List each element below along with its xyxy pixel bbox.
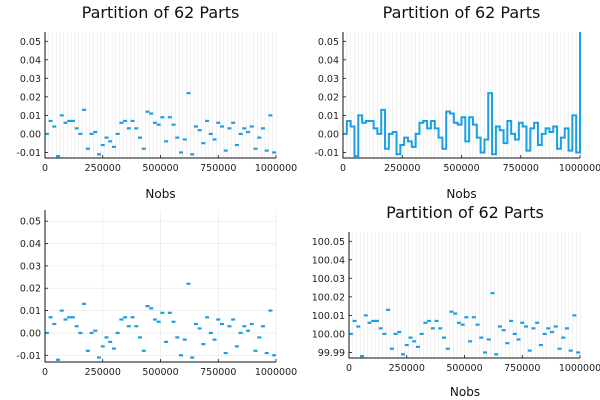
y-tick-label: 100.02	[312, 292, 345, 303]
y-tick-label: -0.01	[16, 148, 41, 159]
x-tick-label: 0	[42, 163, 48, 174]
panel-4-grid	[348, 232, 581, 358]
x-tick-label: 500000	[142, 163, 178, 174]
panel-3-axes	[44, 210, 276, 363]
x-tick-label: 1000000	[255, 163, 297, 174]
y-tick-label: 0.02	[20, 284, 41, 295]
y-tick-label: 0.00	[318, 129, 339, 140]
x-tick-label: 0	[346, 363, 352, 374]
panel-3-grid	[44, 210, 277, 362]
x-tick-label: 1000000	[559, 163, 600, 174]
series-step-line	[343, 32, 581, 158]
panel-1-title: Partition of 62 Parts	[82, 3, 240, 22]
y-tick-label: 0.00	[20, 129, 41, 140]
panel-1-axes	[44, 32, 276, 159]
x-tick-label: 500000	[446, 363, 482, 374]
panel-2-y-ticks: -0.01 0.00 0.01 0.02 0.03 0.04 0.05	[314, 37, 346, 159]
x-tick-label: 750000	[503, 163, 539, 174]
y-tick-label: 0.04	[20, 239, 41, 250]
panel-4-title: Partition of 62 Parts	[386, 203, 544, 222]
y-tick-label: 100.01	[312, 311, 345, 322]
y-tick-label: 100.00	[312, 329, 345, 340]
panel-2-grid	[342, 32, 581, 158]
panel-2-axes	[342, 32, 580, 159]
y-tick-label: 0.01	[318, 111, 339, 122]
panel-2-xlabel: Nobs	[446, 187, 476, 201]
y-tick-label: 0.05	[20, 37, 41, 48]
y-tick-label: 0.01	[20, 111, 41, 122]
x-tick-label: 750000	[504, 363, 540, 374]
x-tick-label: 1000000	[559, 363, 600, 374]
panel-2-step-line: Partition of 62 Parts -0.01 0.00 0.01 0.02 0…	[314, 3, 600, 201]
panel-3-scatter: -0.01 0.00 0.01 0.02 0.03 0.04 0.05 0 250000 500…	[16, 210, 297, 378]
x-tick-label: 500000	[142, 367, 178, 378]
y-tick-label: 0.02	[20, 92, 41, 103]
panel-2-x-ticks: 0 250000 500000 750000 1000000	[340, 155, 600, 174]
y-tick-label: 0.04	[20, 55, 41, 66]
x-tick-label: 750000	[200, 367, 236, 378]
panel-2-title: Partition of 62 Parts	[383, 3, 541, 22]
y-tick-label: 0.01	[20, 306, 41, 317]
x-tick-label: 250000	[384, 163, 420, 174]
panel-1-scatter: Partition of 62 Parts -0.01 0.00 0.01 0.02 0…	[16, 3, 297, 201]
x-tick-label: 250000	[85, 163, 121, 174]
panel-1-xlabel: Nobs	[145, 187, 175, 201]
y-tick-label: 0.05	[318, 37, 339, 48]
y-tick-label: 0.04	[318, 55, 339, 66]
panel-2-marks	[343, 32, 581, 158]
y-tick-label: 0.03	[318, 74, 339, 85]
y-tick-label: 99.99	[318, 348, 345, 359]
y-tick-label: 0.02	[318, 92, 339, 103]
y-tick-label: 0.05	[20, 217, 41, 228]
x-tick-label: 1000000	[255, 367, 297, 378]
y-tick-label: -0.01	[16, 351, 41, 362]
x-tick-label: 500000	[443, 163, 479, 174]
x-tick-label: 250000	[85, 367, 121, 378]
panel-3-y-ticks: -0.01 0.00 0.01 0.02 0.03 0.04 0.05	[16, 217, 48, 362]
panel-3-marks	[44, 282, 277, 361]
panel-3-x-ticks: 0 250000 500000 750000 1000000	[42, 359, 297, 378]
panel-4-scatter: Partition of 62 Parts 99.99 100.00 100.01 1…	[312, 203, 600, 399]
y-tick-label: -0.01	[314, 148, 339, 159]
y-tick-label: 0.03	[20, 261, 41, 272]
panel-4-y-ticks: 99.99 100.00 100.01 100.02 100.03 100.04 100.0…	[312, 237, 352, 359]
panel-4-marks	[348, 292, 581, 358]
panel-1-marks	[44, 92, 277, 158]
x-tick-label: 250000	[389, 363, 425, 374]
panel-4-xlabel: Nobs	[450, 385, 480, 399]
y-tick-label: 100.04	[312, 255, 345, 266]
y-tick-label: 0.00	[20, 328, 41, 339]
x-tick-label: 750000	[200, 163, 236, 174]
panel-1-grid	[44, 32, 277, 158]
x-tick-label: 0	[42, 367, 48, 378]
panel-1-y-ticks: -0.01 0.00 0.01 0.02 0.03 0.04 0.05	[16, 37, 48, 159]
panel-4-axes	[348, 232, 580, 359]
y-tick-label: 100.05	[312, 237, 345, 248]
y-tick-label: 0.03	[20, 74, 41, 85]
y-tick-label: 100.03	[312, 274, 345, 285]
x-tick-label: 0	[340, 163, 346, 174]
